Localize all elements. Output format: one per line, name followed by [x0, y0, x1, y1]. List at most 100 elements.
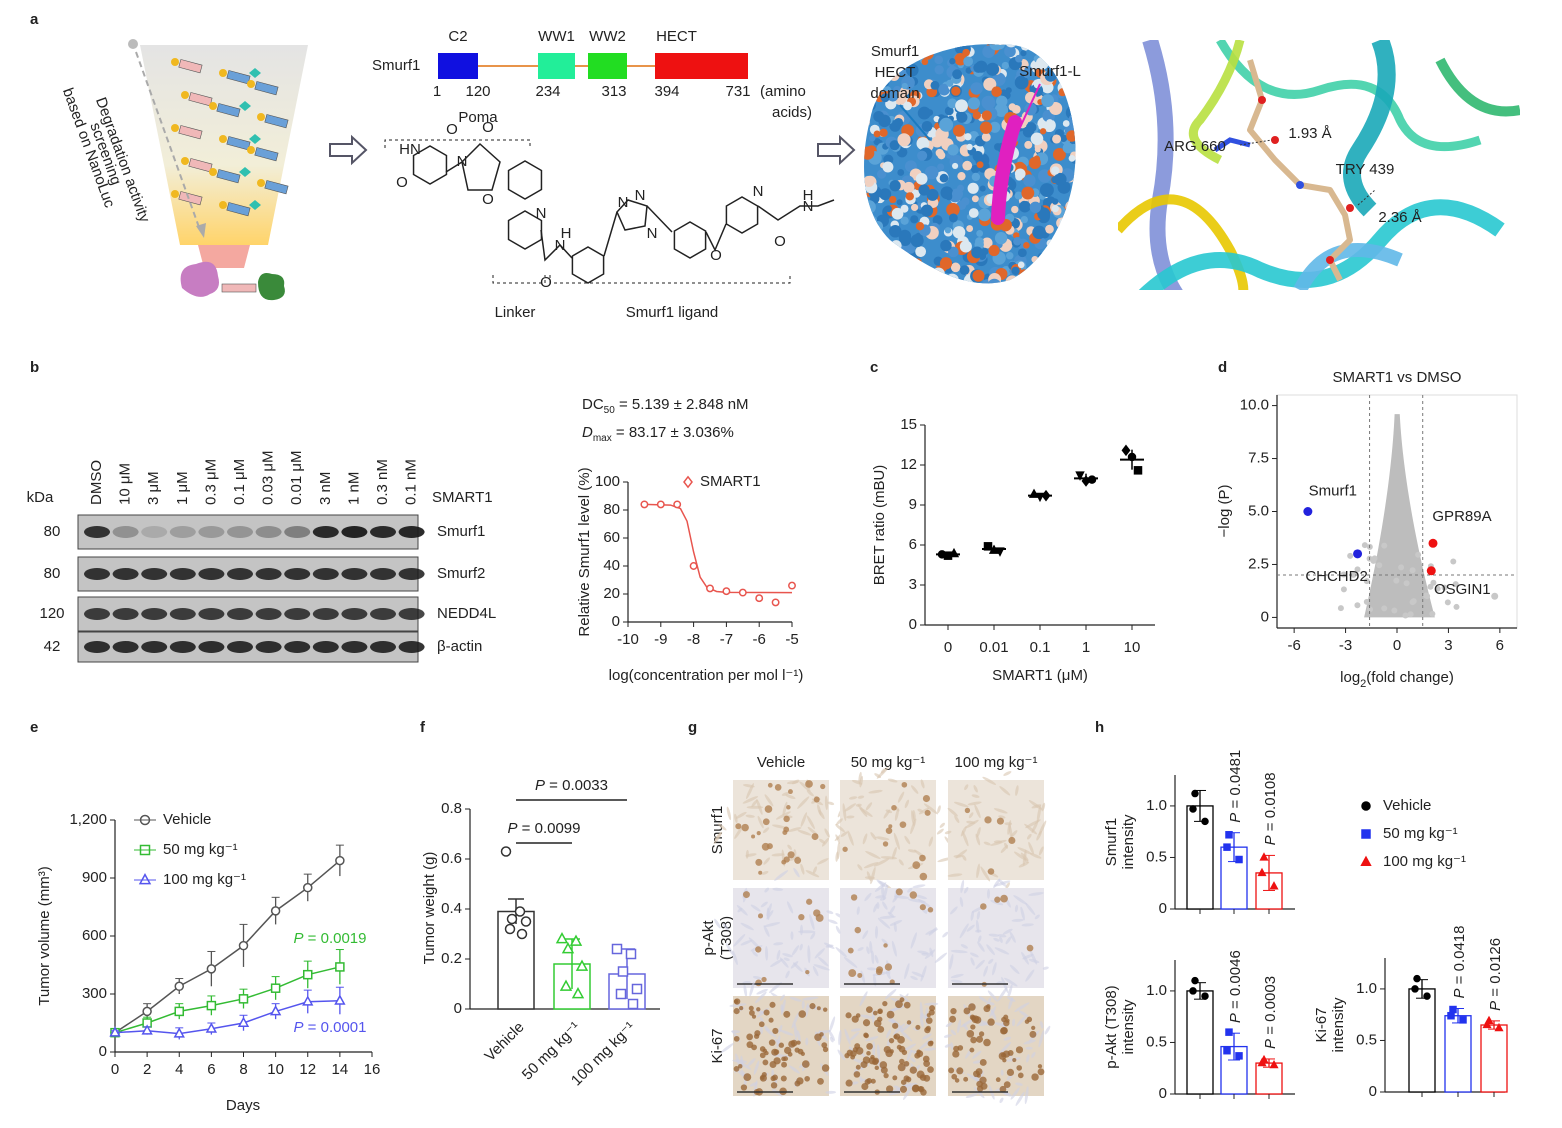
tissue-texture	[1014, 904, 1019, 913]
residue-label: ARG 660	[1164, 138, 1226, 155]
p-value-part: P	[294, 930, 304, 947]
surface-atom	[1063, 47, 1076, 59]
kda-value: 120	[39, 605, 64, 622]
background-protein	[1371, 555, 1378, 562]
atom-label: O	[710, 247, 722, 264]
ligand-label: Smurf1-L	[1019, 63, 1081, 80]
stained-nucleus	[735, 823, 742, 830]
surface-atom	[864, 215, 872, 230]
tissue-texture	[779, 994, 785, 1001]
surface-atom	[1034, 279, 1042, 284]
surface-atom	[1072, 86, 1076, 95]
kda-value: 42	[44, 638, 61, 655]
data-point	[1235, 1052, 1243, 1060]
p-value: P = 0.0046	[1227, 950, 1244, 1023]
data-point	[1223, 843, 1231, 851]
tissue-texture	[793, 1023, 798, 1039]
stained-nucleus	[1029, 1030, 1037, 1038]
lane-label: 1 nM	[345, 472, 362, 505]
stained-nucleus	[963, 1076, 969, 1082]
data-point	[141, 1024, 153, 1035]
data-point	[656, 500, 665, 509]
x-tick-label: -6	[1287, 637, 1300, 654]
tissue-texture	[950, 906, 958, 915]
tissue-texture	[791, 945, 800, 956]
surface-atom	[1014, 168, 1026, 180]
tissue-texture	[821, 837, 830, 847]
tissue-texture	[857, 864, 863, 871]
tissue-texture	[789, 996, 802, 1002]
bar	[1408, 988, 1436, 1093]
atom	[1296, 181, 1304, 189]
y-axis-label: Tumor weight (g)	[421, 852, 438, 965]
tissue-texture	[955, 849, 968, 859]
surface-atom	[994, 143, 1002, 151]
tissue-texture	[962, 855, 967, 861]
tissue-texture	[904, 1082, 918, 1087]
stained-nucleus	[949, 1015, 957, 1023]
stained-nucleus	[762, 818, 770, 826]
data-point	[238, 994, 249, 1004]
data-point	[238, 940, 249, 951]
surface-atom	[889, 195, 897, 204]
tissue-texture	[817, 858, 829, 865]
surface-atom	[910, 215, 919, 224]
stained-nucleus	[741, 823, 749, 832]
p-value: P = 0.0481	[1227, 750, 1244, 823]
surface-atom	[1056, 262, 1066, 272]
x-tick-label: -9	[654, 631, 667, 648]
background-protein	[1410, 598, 1417, 605]
molecule-icon	[219, 201, 227, 209]
tissue-texture	[835, 925, 841, 934]
surface-atom	[864, 230, 872, 243]
p-value: P = 0.0108	[1262, 772, 1279, 845]
blot-band	[227, 568, 253, 580]
x-tick-label: 0	[944, 639, 952, 656]
surface-atom	[1066, 130, 1076, 142]
stained-nucleus	[1031, 1073, 1039, 1081]
tissue-texture	[879, 915, 896, 919]
p-value: P = 0.0019	[294, 930, 367, 947]
tissue-texture	[957, 1019, 962, 1034]
tissue-texture	[835, 947, 847, 958]
surface-atom	[867, 232, 876, 240]
stained-nucleus	[809, 1003, 816, 1010]
y-tick-label: 0	[1159, 1085, 1167, 1102]
stained-nucleus	[979, 1058, 987, 1066]
surface-atom	[1072, 227, 1076, 239]
data-point	[205, 1022, 218, 1033]
surface-atom	[1020, 215, 1028, 224]
surface-atom	[994, 103, 1009, 117]
stained-nucleus	[952, 1050, 960, 1058]
p-value-part: P	[1451, 988, 1468, 998]
x-axis-label-part: log	[1340, 669, 1360, 686]
tissue-texture	[947, 873, 963, 877]
tissue-texture	[862, 833, 868, 845]
surface-atom	[921, 47, 934, 60]
panel-label: g	[688, 719, 697, 736]
stained-nucleus	[877, 1025, 885, 1033]
tissue-texture	[1038, 820, 1047, 836]
tissue-texture	[882, 901, 888, 910]
tissue-texture	[967, 801, 982, 806]
surface-atom	[898, 229, 912, 243]
tissue-texture	[859, 775, 864, 788]
tissue-texture	[975, 959, 985, 970]
tissue-texture	[866, 946, 870, 955]
y-tick-label: 1.0	[1146, 797, 1167, 814]
tissue-texture	[866, 967, 877, 971]
x-tick-label: 0.1	[1030, 639, 1051, 656]
x-tick-label: Vehicle	[481, 1019, 527, 1065]
stained-nucleus	[1016, 1065, 1022, 1071]
surface-atom	[1073, 89, 1076, 101]
surface-atom	[996, 95, 1008, 107]
surface-atom	[947, 98, 958, 109]
surface-atom	[882, 161, 894, 173]
blot-band	[227, 641, 253, 653]
surface-atom	[864, 275, 868, 284]
surface-atom	[1008, 103, 1017, 111]
atom-label: O	[396, 174, 408, 191]
stained-nucleus	[976, 1080, 983, 1088]
tissue-texture	[950, 949, 968, 954]
tissue-texture	[997, 934, 1007, 938]
